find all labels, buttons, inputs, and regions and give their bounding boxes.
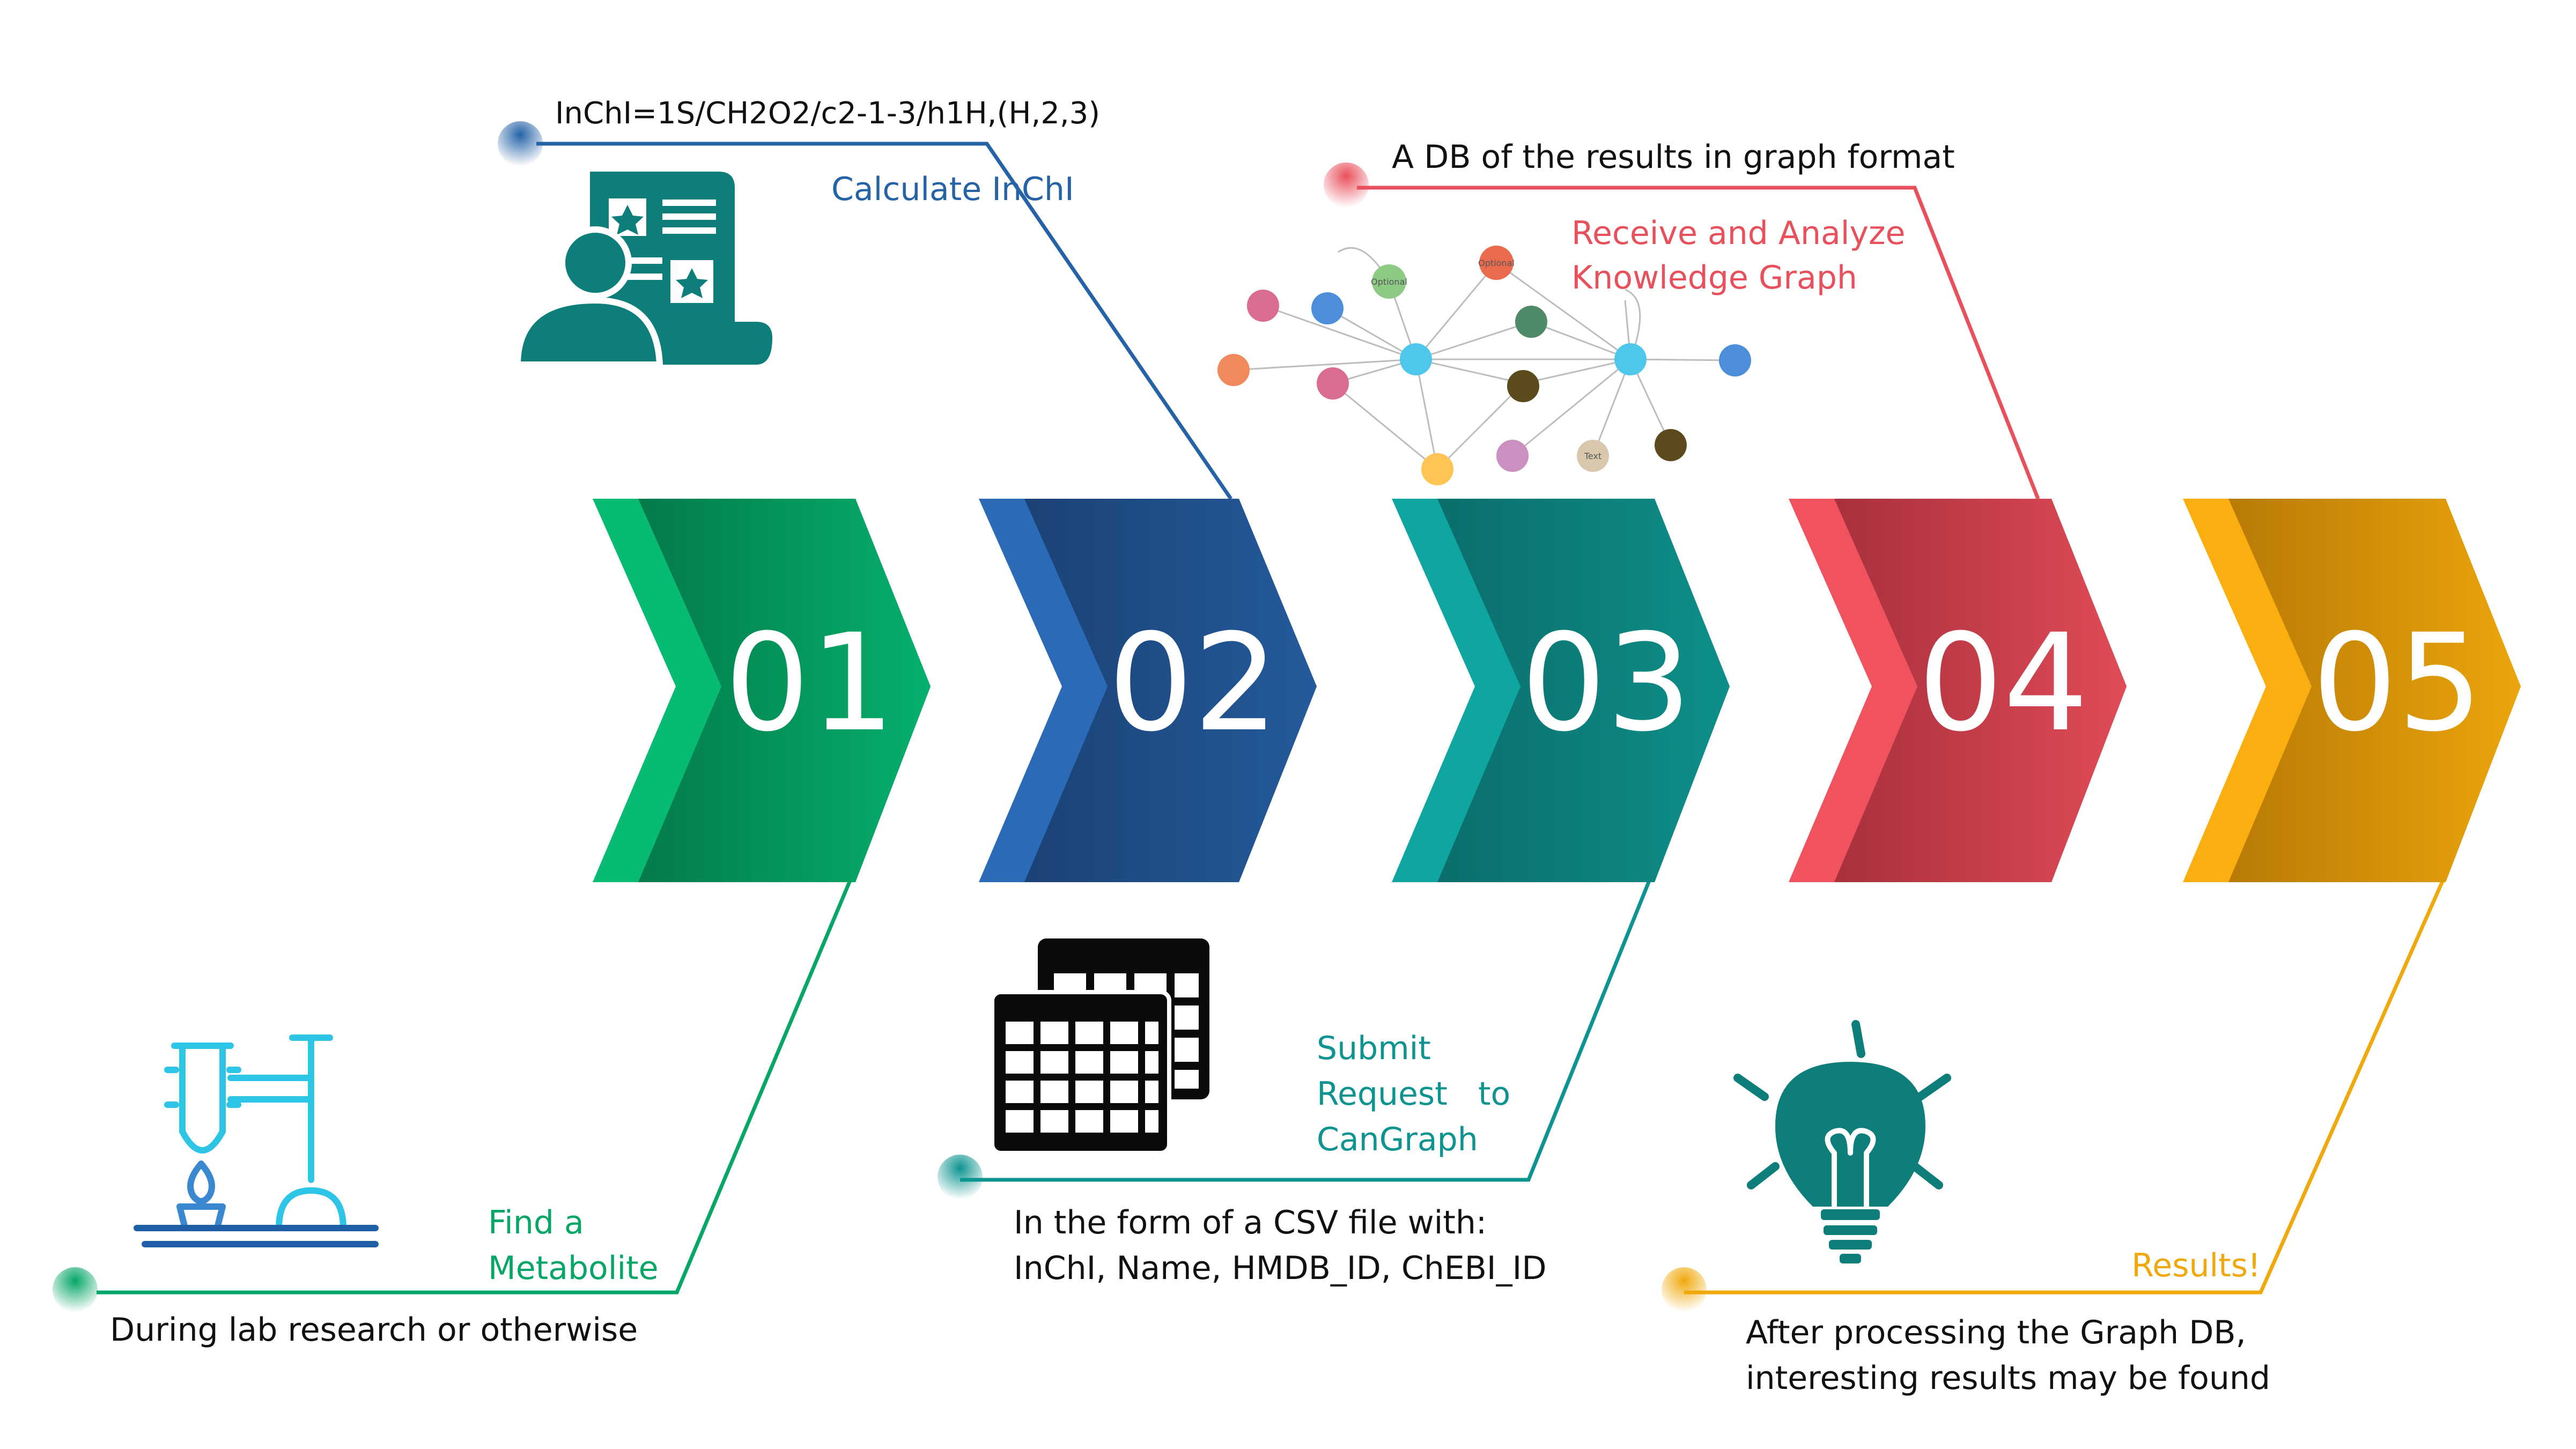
step-note-04: A DB of the results in graph format [1392,138,1955,176]
step-number: 03 [1521,605,1692,761]
step-number: 04 [1918,605,2088,761]
connector-line-02 [536,142,1232,500]
note-line: After processing the Graph DB, [1746,1314,2246,1351]
note-line: In the form of a CSV file with: [1014,1204,1487,1241]
graph-node-label: Optional [1478,258,1515,268]
label-line: Calculate InChI [831,171,1074,208]
connector-line-03 [960,873,1654,1182]
label-line: Metabolite [488,1250,659,1287]
label-line: Find a [488,1204,584,1241]
spreadsheet-icon [990,938,1209,1155]
connector-line-01 [97,873,855,1295]
chevron-02: 02 [979,499,1317,882]
chevron-04: 04 [1789,499,2127,882]
graph-node-label: Text [1584,451,1601,461]
connector-dot-01 [53,1267,98,1312]
graph-node-label: Optional [1371,277,1407,287]
step-label-02: Calculate InChI [831,171,1074,208]
connector-line-05 [1684,873,2448,1295]
label-line: Results! [2131,1247,2261,1284]
step-note-03: In the form of a CSV file with: InChI, N… [1014,1204,1547,1287]
note-line: InChI, Name, HMDB_ID, ChEBI_ID [1014,1250,1547,1287]
connector-line-04 [1357,186,2040,500]
step-label-05: Results! [2131,1247,2261,1284]
connector-dot-03 [938,1155,983,1200]
step-note-02: InChI=1S/CH2O2/c2-1-3/h1H,(H,2,3) [555,96,1100,131]
label-line: Receive and Analyze [1571,215,1905,252]
step-note-01: During lab research or otherwise [110,1311,638,1349]
note-line: interesting results may be found [1746,1359,2270,1397]
chevron-03: 03 [1392,499,1730,882]
label-line: Submit [1317,1030,1431,1067]
step-number: 05 [2312,605,2483,761]
report-user-icon [514,172,772,368]
step-label-01: Find a Metabolite [488,1204,659,1287]
note-line: InChI=1S/CH2O2/c2-1-3/h1H,(H,2,3) [555,96,1100,131]
lab-burner-icon [134,1034,379,1247]
step-label-04: Receive and Analyze Knowledge Graph [1571,215,1905,297]
chevron-05: 05 [2183,499,2521,882]
note-line: During lab research or otherwise [110,1311,638,1349]
chevron-01: 01 [593,499,931,882]
step-note-05: After processing the Graph DB, interesti… [1746,1314,2270,1397]
label-line: Knowledge Graph [1571,259,1857,297]
connector-dot-05 [1662,1267,1707,1312]
step-number: 02 [1108,605,1279,761]
label-line: CanGraph [1317,1121,1478,1158]
connector-dot-04 [1324,162,1369,208]
label-line: Request to [1317,1075,1510,1113]
lightbulb-icon [1733,1020,1951,1263]
step-label-03: Submit Request to CanGraph [1317,1030,1510,1158]
note-line: A DB of the results in graph format [1392,138,1955,176]
connector-dot-02 [498,121,543,166]
knowledge-graph-icon: Optional Optional Text [1217,246,1751,485]
step-number: 01 [725,605,895,761]
